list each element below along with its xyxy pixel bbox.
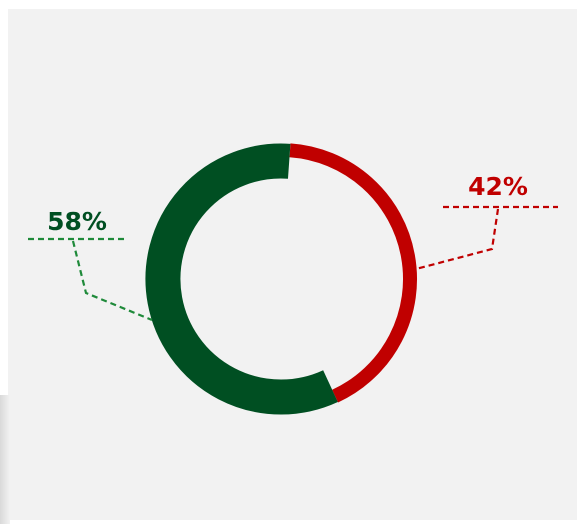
leader-line-58 [28, 237, 153, 322]
panel-shadow [0, 395, 10, 524]
slice-42 [289, 143, 417, 403]
slice-58 [145, 143, 338, 415]
chart-panel [8, 9, 577, 520]
slice-label-58: 58% [47, 207, 107, 236]
slice-label-42: 42% [468, 172, 528, 201]
leader-line-42 [415, 205, 558, 271]
